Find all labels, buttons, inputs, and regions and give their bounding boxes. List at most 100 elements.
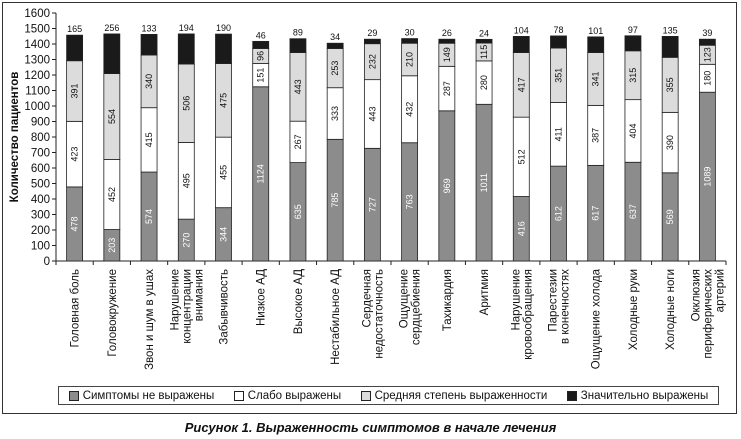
- x-category-label: артерий: [714, 269, 726, 312]
- x-category-label: недостаточность: [373, 269, 385, 359]
- bar-segment-significant: [475, 38, 493, 44]
- x-category-label: кровообращения: [522, 269, 534, 360]
- bar-segment-significant: [289, 38, 307, 53]
- data-label-significant: 26: [442, 28, 452, 38]
- data-label-not-expressed: 785: [330, 193, 340, 208]
- data-label-significant: 190: [216, 23, 231, 33]
- bar-segment-significant: [512, 36, 530, 53]
- y-tick-label: 1600: [24, 8, 50, 20]
- data-label-significant: 97: [628, 25, 638, 35]
- x-category-label: Нарушение: [169, 269, 181, 331]
- y-tick-label: 1100: [25, 86, 50, 98]
- bar-segment-significant: [624, 35, 642, 52]
- data-label-moderate: 210: [405, 52, 415, 67]
- data-label-weak: 415: [144, 132, 154, 147]
- x-category-label: Аритмия: [479, 269, 491, 315]
- x-category-label: концентрации: [181, 269, 193, 344]
- bar-segment-significant: [661, 36, 679, 58]
- data-label-moderate: 232: [367, 54, 377, 69]
- data-label-significant: 24: [479, 28, 489, 38]
- data-label-moderate: 391: [70, 84, 80, 99]
- data-label-moderate: 506: [181, 96, 191, 111]
- bar-segment-significant: [326, 42, 344, 49]
- data-label-weak: 387: [591, 128, 601, 143]
- x-category-label: Тахикардия: [442, 269, 454, 331]
- x-category-label: Ощущение холода: [591, 268, 603, 369]
- data-label-significant: 89: [293, 28, 303, 38]
- data-label-moderate: 253: [330, 61, 340, 76]
- data-label-weak: 267: [293, 134, 303, 149]
- figure-caption: Рисунок 1. Выраженность симптомов в нача…: [184, 420, 557, 435]
- y-tick-label: 600: [31, 163, 50, 175]
- data-label-not-expressed: 574: [144, 209, 154, 224]
- data-label-weak: 423: [70, 147, 80, 162]
- data-label-significant: 101: [588, 26, 603, 36]
- legend-item-significant: Значительно выражены: [566, 389, 709, 402]
- data-label-moderate: 315: [628, 68, 638, 83]
- data-label-moderate: 443: [293, 79, 303, 94]
- data-label-moderate: 123: [702, 47, 712, 62]
- data-label-not-expressed: 969: [442, 178, 452, 193]
- legend: Симптомы не выражены Слабо выражены Средня…: [58, 386, 719, 405]
- data-label-weak: 443: [367, 106, 377, 121]
- data-label-weak: 455: [219, 165, 229, 180]
- data-label-not-expressed: 270: [181, 233, 191, 248]
- x-category-label: периферических: [702, 269, 714, 359]
- legend-swatch: [566, 390, 577, 401]
- x-category-label: Нарушение: [510, 269, 522, 331]
- data-label-not-expressed: 1089: [702, 167, 712, 187]
- bar-segment-significant: [215, 33, 232, 64]
- bar-segment-significant: [550, 35, 567, 49]
- data-label-weak: 333: [330, 106, 340, 121]
- data-label-moderate: 149: [442, 47, 452, 62]
- data-label-significant: 29: [367, 28, 377, 38]
- x-category-label: Нестабильное АД: [330, 269, 342, 365]
- data-label-weak: 495: [181, 173, 191, 188]
- y-tick-label: 1500: [24, 24, 50, 36]
- legend-label: Средняя степень выраженности: [374, 389, 548, 402]
- legend-item-moderate: Средняя степень выраженности: [360, 389, 548, 402]
- data-label-significant: 34: [330, 32, 340, 42]
- bar-segment-significant: [140, 33, 158, 56]
- x-category-label: Низкое АД: [256, 269, 268, 326]
- data-label-not-expressed: 478: [70, 216, 80, 231]
- bar-segment-significant: [363, 38, 381, 45]
- bar-segment-significant: [698, 38, 716, 46]
- bar-segment-significant: [401, 38, 419, 44]
- data-label-not-expressed: 612: [554, 206, 564, 221]
- data-label-significant: 46: [256, 30, 266, 40]
- legend-swatch: [233, 390, 244, 401]
- x-category-label: Высокое АД: [293, 269, 305, 334]
- legend-swatch: [68, 390, 79, 401]
- y-tick-label: 900: [31, 117, 50, 129]
- data-label-significant: 39: [702, 28, 712, 38]
- x-category-label: сердцебиения: [411, 269, 423, 345]
- data-label-significant: 165: [67, 24, 82, 34]
- data-label-moderate: 417: [516, 77, 526, 92]
- y-tick-label: 100: [31, 241, 50, 253]
- y-tick-label: 700: [31, 148, 50, 160]
- data-label-not-expressed: 203: [107, 238, 117, 253]
- data-label-not-expressed: 1124: [256, 164, 266, 183]
- data-label-moderate: 96: [256, 51, 266, 61]
- legend-item-not-expressed: Симптомы не выражены: [68, 390, 214, 402]
- y-tick-label: 1000: [24, 101, 50, 113]
- x-category-label: Головная боль: [70, 269, 82, 348]
- y-tick-label: 400: [31, 194, 50, 206]
- y-axis-title: Количество пациентов: [9, 72, 21, 203]
- data-label-significant: 78: [553, 25, 563, 35]
- data-label-not-expressed: 569: [665, 209, 675, 224]
- x-category-label: Забывчивость: [219, 269, 231, 345]
- legend-label: Значительно выражены: [580, 389, 709, 402]
- bar-segment-significant: [66, 34, 84, 62]
- data-label-not-expressed: 727: [367, 197, 377, 212]
- x-category-label: Ощущение: [399, 269, 411, 328]
- y-tick-label: 0: [44, 256, 50, 268]
- bar-segment-significant: [252, 40, 270, 49]
- data-label-not-expressed: 763: [405, 194, 415, 209]
- data-label-weak: 404: [628, 123, 638, 138]
- y-tick-label: 1400: [24, 39, 50, 51]
- data-label-not-expressed: 617: [591, 206, 601, 221]
- data-label-moderate: 115: [479, 45, 489, 59]
- bar-segment-significant: [177, 33, 195, 65]
